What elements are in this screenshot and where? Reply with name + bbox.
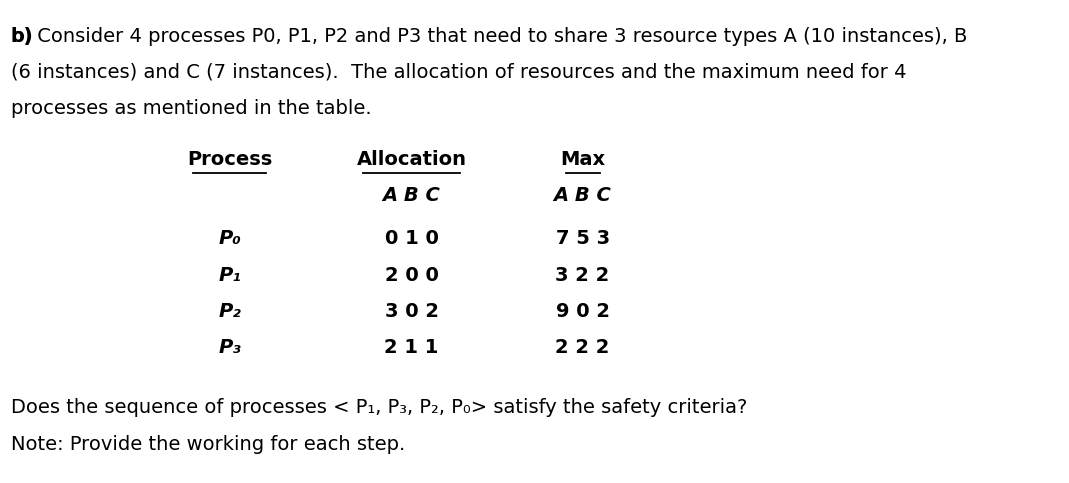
Text: 2 0 0: 2 0 0 xyxy=(385,266,438,284)
Text: 0 1 0: 0 1 0 xyxy=(385,229,438,248)
Text: 3 2 2: 3 2 2 xyxy=(556,266,609,284)
Text: 2 1 1: 2 1 1 xyxy=(385,338,438,357)
Text: A B C: A B C xyxy=(383,186,440,205)
Text: processes as mentioned in the table.: processes as mentioned in the table. xyxy=(11,99,371,118)
Text: P₃: P₃ xyxy=(218,338,242,357)
Text: b): b) xyxy=(11,27,33,45)
Text: Does the sequence of processes < P₁, P₃, P₂, P₀> satisfy the safety criteria?: Does the sequence of processes < P₁, P₃,… xyxy=(11,398,747,417)
Text: P₁: P₁ xyxy=(218,266,242,284)
Text: Process: Process xyxy=(187,150,273,169)
Text: 3 0 2: 3 0 2 xyxy=(385,302,438,321)
Text: P₂: P₂ xyxy=(218,302,242,321)
Text: 7 5 3: 7 5 3 xyxy=(556,229,609,248)
Text: A B C: A B C xyxy=(554,186,611,205)
Text: Allocation: Allocation xyxy=(357,150,466,169)
Text: P₀: P₀ xyxy=(218,229,242,248)
Text: 9 0 2: 9 0 2 xyxy=(556,302,609,321)
Text: Max: Max xyxy=(560,150,605,169)
Text: b) Consider 4 processes P0, P1, P2 and P3 that need to share 3 resource types A : b) Consider 4 processes P0, P1, P2 and P… xyxy=(11,27,967,45)
Text: (6 instances) and C (7 instances).  The allocation of resources and the maximum : (6 instances) and C (7 instances). The a… xyxy=(11,63,907,82)
Text: Note: Provide the working for each step.: Note: Provide the working for each step. xyxy=(11,435,405,454)
Text: 2 2 2: 2 2 2 xyxy=(556,338,609,357)
